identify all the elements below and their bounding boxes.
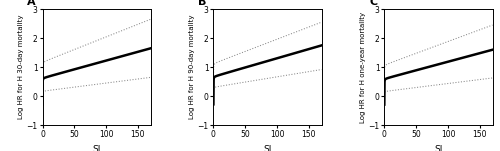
Text: B: B — [198, 0, 206, 7]
Text: A: A — [28, 0, 36, 7]
Text: C: C — [369, 0, 378, 7]
X-axis label: SI: SI — [92, 145, 101, 151]
Y-axis label: Log HR for H one-year mortality: Log HR for H one-year mortality — [360, 12, 366, 123]
Y-axis label: Log HR for H 90-day mortality: Log HR for H 90-day mortality — [188, 15, 194, 119]
X-axis label: SI: SI — [264, 145, 272, 151]
X-axis label: SI: SI — [434, 145, 442, 151]
Y-axis label: Log HR for H 30-day mortality: Log HR for H 30-day mortality — [18, 15, 24, 119]
